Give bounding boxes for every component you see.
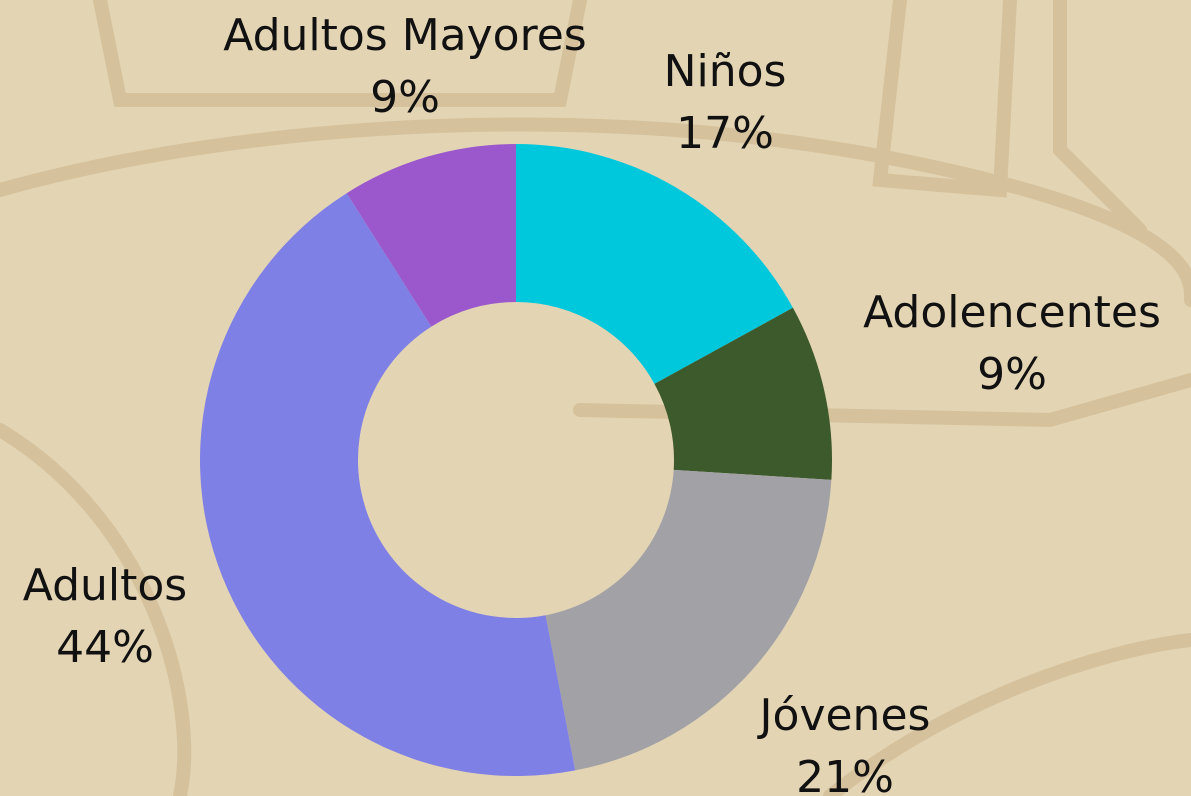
page: Niños 17% Adolencentes 9% Jóvenes 21% Adultos 4… [0, 0, 1191, 796]
slice-label: Adultos [23, 560, 187, 611]
slice-value-label: 44% [56, 622, 154, 673]
slice-label: Adultos Mayores [223, 10, 586, 61]
slice-label: Adolencentes [863, 287, 1161, 338]
slice-value-label: 9% [977, 349, 1047, 400]
chart: Niños 17% Adolencentes 9% Jóvenes 21% Adultos 4… [0, 0, 1191, 796]
slice-label: Niños [664, 46, 787, 97]
slice-value-label: 21% [796, 752, 894, 796]
slice-value-label: 9% [370, 72, 440, 123]
slice-value-label: 17% [676, 108, 774, 159]
slice-label: Jóvenes [757, 690, 931, 741]
